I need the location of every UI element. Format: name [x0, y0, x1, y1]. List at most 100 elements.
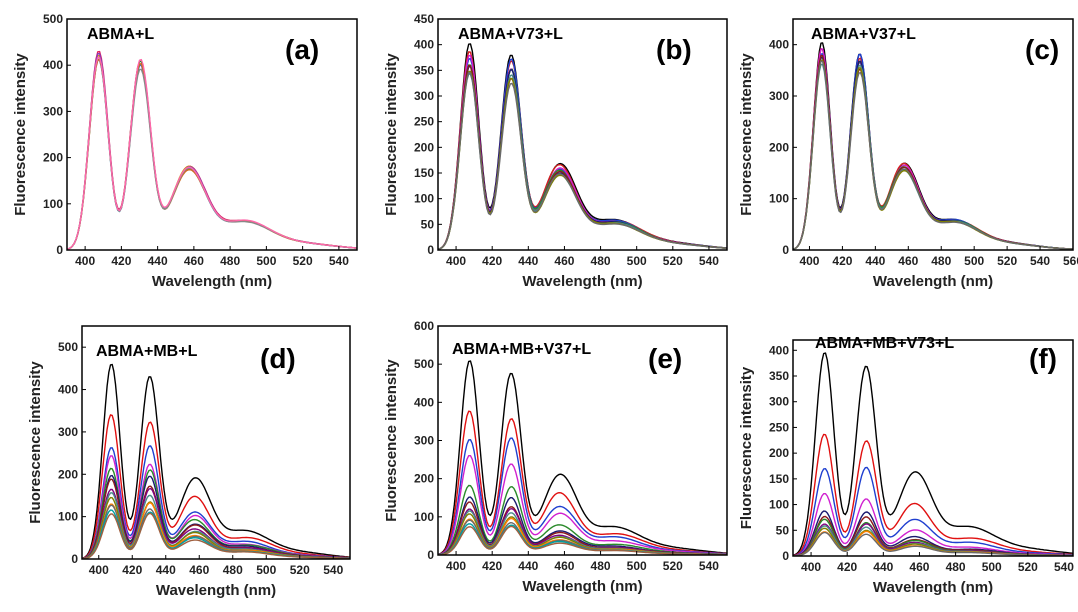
y-tick-label: 0 — [71, 552, 78, 566]
y-tick-label: 350 — [414, 63, 434, 77]
y-tick-label: 200 — [43, 151, 63, 165]
x-tick-label: 440 — [156, 563, 176, 577]
panel-letter: (f) — [1029, 343, 1057, 374]
y-tick-label: 400 — [43, 58, 63, 72]
x-axis-title: Wavelength (nm) — [522, 578, 642, 595]
x-tick-label: 520 — [293, 254, 313, 268]
series-line — [793, 466, 1073, 556]
panel-letter: (d) — [260, 343, 296, 374]
chart-panel-2: 400 420 440 460 480 500 520 540 0 50 100 150 200 250 3… — [383, 12, 728, 290]
series-line — [82, 512, 350, 559]
y-tick-label: 500 — [58, 340, 78, 354]
x-tick-label: 440 — [873, 560, 893, 574]
x-tick-label: 460 — [554, 254, 574, 268]
series-group — [438, 43, 727, 250]
x-tick-label: 540 — [1030, 254, 1050, 268]
y-tick-label: 200 — [58, 467, 78, 481]
series-line — [438, 43, 727, 250]
y-tick-label: 0 — [782, 243, 789, 257]
sample-label: ABMA+MB+V37+L — [452, 341, 591, 358]
y-axis-title: Fluorescence intensity — [383, 359, 400, 522]
y-tick-label: 100 — [58, 510, 78, 524]
y-tick-label: 0 — [427, 548, 434, 562]
x-tick-label: 400 — [801, 560, 821, 574]
x-tick-label: 420 — [832, 254, 852, 268]
sample-label: ABMA+V37+L — [811, 26, 916, 43]
plot-frame — [66, 18, 358, 251]
x-tick-label: 460 — [898, 254, 918, 268]
y-tick-label: 400 — [414, 395, 434, 409]
y-tick-label: 100 — [769, 498, 789, 512]
y-tick-label: 350 — [769, 369, 789, 383]
y-tick-label: 400 — [58, 383, 78, 397]
x-tick-label: 440 — [865, 254, 885, 268]
x-tick-label: 420 — [122, 563, 142, 577]
y-tick-label: 400 — [769, 343, 789, 357]
x-tick-label: 540 — [329, 254, 349, 268]
sample-label: ABMA+V73+L — [458, 26, 563, 43]
y-tick-label: 400 — [414, 38, 434, 52]
chart-panel-5: 400 420 440 460 480 500 520 540 0 100 200 300 400 500… — [383, 319, 728, 595]
series-group — [793, 42, 1073, 250]
x-tick-label: 460 — [189, 563, 209, 577]
y-tick-label: 500 — [43, 12, 63, 26]
x-tick-label: 520 — [290, 563, 310, 577]
y-tick-label: 0 — [427, 243, 434, 257]
series-line — [793, 63, 1073, 250]
y-tick-label: 250 — [414, 115, 434, 129]
x-tick-label: 540 — [1054, 560, 1074, 574]
x-tick-label: 480 — [591, 559, 611, 573]
x-axis-title: Wavelength (nm) — [522, 273, 642, 290]
y-tick-label: 600 — [414, 319, 434, 333]
y-tick-label: 250 — [769, 420, 789, 434]
x-tick-label: 500 — [627, 559, 647, 573]
x-tick-label: 440 — [148, 254, 168, 268]
series-line — [793, 60, 1073, 250]
x-tick-label: 400 — [446, 254, 466, 268]
panel-letter: (e) — [648, 343, 682, 374]
series-line — [438, 525, 727, 555]
series-group — [793, 352, 1073, 556]
x-axis-title: Wavelength (nm) — [873, 273, 993, 290]
y-tick-label: 500 — [414, 357, 434, 371]
x-tick-label: 440 — [518, 559, 538, 573]
y-tick-label: 450 — [414, 12, 434, 26]
x-tick-label: 520 — [663, 559, 683, 573]
y-tick-label: 200 — [414, 140, 434, 154]
series-line — [793, 433, 1073, 556]
y-tick-label: 150 — [769, 472, 789, 486]
x-tick-label: 420 — [482, 254, 502, 268]
x-tick-label: 520 — [663, 254, 683, 268]
plot-frame — [81, 325, 351, 560]
plot-frame — [792, 18, 1074, 251]
x-tick-label: 480 — [223, 563, 243, 577]
chart-panel-3: 400 420 440 460 480 500 520 540 560 0 100 200 300 400… — [738, 18, 1078, 290]
x-tick-label: 480 — [220, 254, 240, 268]
y-tick-label: 300 — [58, 425, 78, 439]
series-line — [438, 360, 727, 555]
x-tick-label: 480 — [946, 560, 966, 574]
y-tick-label: 0 — [56, 243, 63, 257]
x-tick-label: 500 — [256, 563, 276, 577]
y-tick-label: 300 — [769, 89, 789, 103]
series-group — [82, 363, 350, 559]
sample-label: ABMA+MB+L — [96, 343, 198, 360]
y-tick-label: 200 — [769, 140, 789, 154]
series-line — [793, 352, 1073, 556]
x-tick-label: 540 — [699, 254, 719, 268]
x-tick-label: 500 — [256, 254, 276, 268]
x-tick-label: 400 — [75, 254, 95, 268]
series-line — [67, 56, 357, 250]
series-line — [793, 54, 1073, 250]
x-tick-label: 420 — [111, 254, 131, 268]
y-tick-label: 0 — [782, 549, 789, 563]
y-axis-title: Fluorescence intensity — [738, 366, 755, 529]
series-group — [438, 360, 727, 555]
y-axis-title: Fluorescence intensity — [383, 53, 400, 216]
x-tick-label: 560 — [1063, 254, 1078, 268]
series-line — [438, 455, 727, 555]
x-tick-label: 540 — [323, 563, 343, 577]
x-tick-label: 460 — [909, 560, 929, 574]
series-group — [67, 50, 357, 250]
